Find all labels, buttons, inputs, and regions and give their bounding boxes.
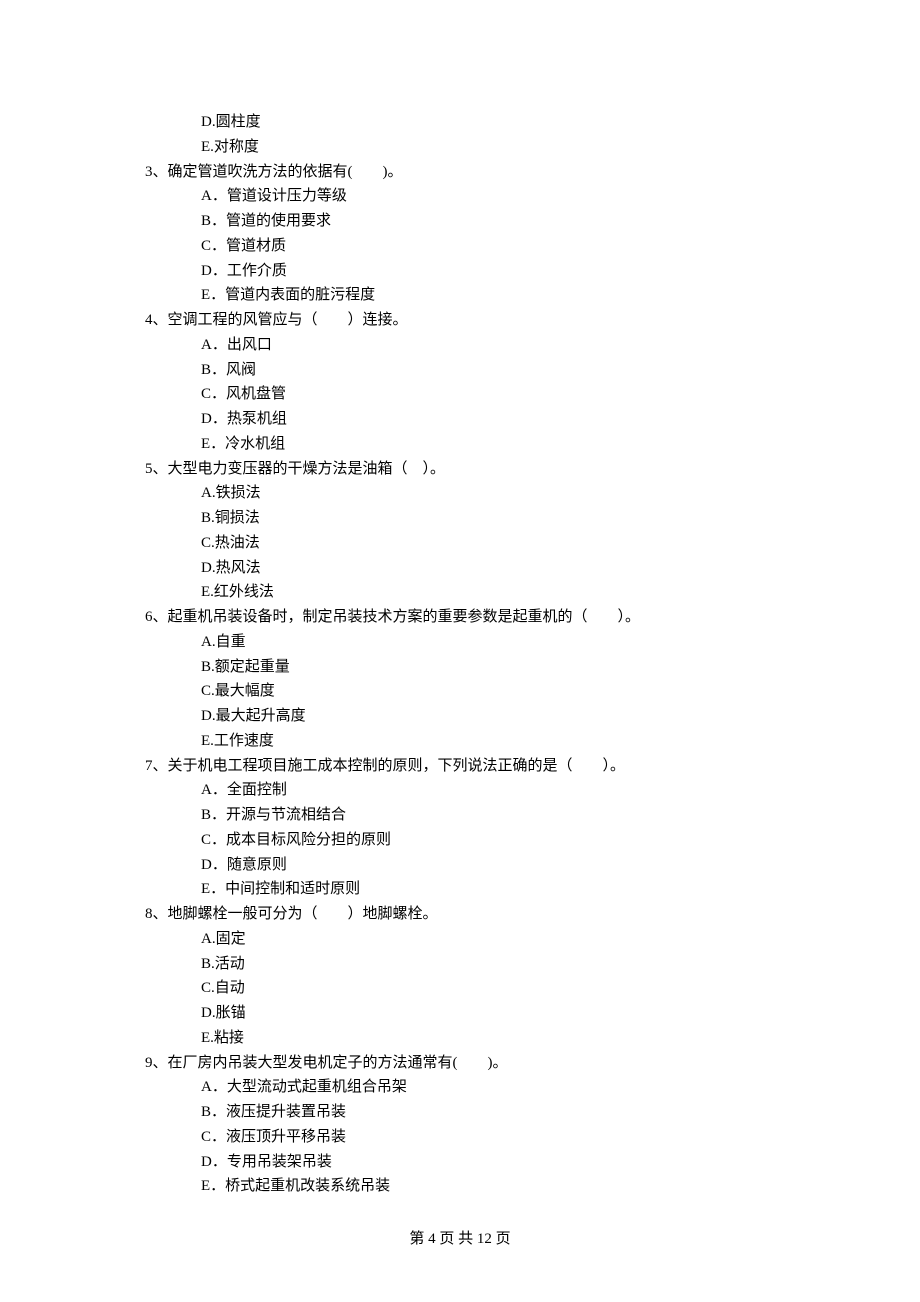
question-number: 5、 bbox=[145, 461, 168, 477]
option: A.固定 bbox=[145, 927, 775, 952]
option: C.热油法 bbox=[145, 531, 775, 556]
option: D．工作介质 bbox=[145, 259, 775, 284]
option: A．出风口 bbox=[145, 333, 775, 358]
option: B．管道的使用要求 bbox=[145, 209, 775, 234]
option: E.红外线法 bbox=[145, 580, 775, 605]
question-number: 7、 bbox=[145, 758, 168, 774]
question-stem: 起重机吊装设备时，制定吊装技术方案的重要参数是起重机的（ ）。 bbox=[168, 609, 641, 625]
option: E.粘接 bbox=[145, 1026, 775, 1051]
question-number: 4、 bbox=[145, 312, 168, 328]
orphan-option: D.圆柱度 bbox=[145, 110, 775, 135]
option: C．液压顶升平移吊装 bbox=[145, 1125, 775, 1150]
option: D.胀锚 bbox=[145, 1001, 775, 1026]
option: B．开源与节流相结合 bbox=[145, 803, 775, 828]
option: E．中间控制和适时原则 bbox=[145, 877, 775, 902]
question-stem: 地脚螺栓一般可分为（ ）地脚螺栓。 bbox=[168, 906, 438, 922]
question-stem: 确定管道吹洗方法的依据有( )。 bbox=[168, 164, 403, 180]
option: C.自动 bbox=[145, 976, 775, 1001]
option: E．冷水机组 bbox=[145, 432, 775, 457]
option: B．风阀 bbox=[145, 358, 775, 383]
option: C．成本目标风险分担的原则 bbox=[145, 828, 775, 853]
question-4: 4、空调工程的风管应与（ ）连接。 bbox=[145, 308, 775, 333]
option: A．全面控制 bbox=[145, 778, 775, 803]
question-7: 7、关于机电工程项目施工成本控制的原则，下列说法正确的是（ ）。 bbox=[145, 754, 775, 779]
question-3: 3、确定管道吹洗方法的依据有( )。 bbox=[145, 160, 775, 185]
option: E．桥式起重机改装系统吊装 bbox=[145, 1174, 775, 1199]
option: B.活动 bbox=[145, 952, 775, 977]
option: C．风机盘管 bbox=[145, 382, 775, 407]
question-5: 5、大型电力变压器的干燥方法是油箱（ ）。 bbox=[145, 457, 775, 482]
option: E.工作速度 bbox=[145, 729, 775, 754]
option: D.最大起升高度 bbox=[145, 704, 775, 729]
question-stem: 关于机电工程项目施工成本控制的原则，下列说法正确的是（ ）。 bbox=[168, 758, 626, 774]
option: D．热泵机组 bbox=[145, 407, 775, 432]
question-stem: 在厂房内吊装大型发电机定子的方法通常有( )。 bbox=[168, 1055, 508, 1071]
option: A．大型流动式起重机组合吊架 bbox=[145, 1075, 775, 1100]
question-8: 8、地脚螺栓一般可分为（ ）地脚螺栓。 bbox=[145, 902, 775, 927]
option: D．专用吊装架吊装 bbox=[145, 1150, 775, 1175]
option: B.额定起重量 bbox=[145, 655, 775, 680]
option: D．随意原则 bbox=[145, 853, 775, 878]
question-number: 6、 bbox=[145, 609, 168, 625]
page-footer: 第 4 页 共 12 页 bbox=[0, 1227, 920, 1252]
question-stem: 大型电力变压器的干燥方法是油箱（ ）。 bbox=[168, 461, 446, 477]
option: B．液压提升装置吊装 bbox=[145, 1100, 775, 1125]
question-number: 8、 bbox=[145, 906, 168, 922]
option: A.铁损法 bbox=[145, 481, 775, 506]
option: A．管道设计压力等级 bbox=[145, 184, 775, 209]
option: A.自重 bbox=[145, 630, 775, 655]
option: C.最大幅度 bbox=[145, 679, 775, 704]
option: D.热风法 bbox=[145, 556, 775, 581]
page-container: D.圆柱度 E.对称度 3、确定管道吹洗方法的依据有( )。 A．管道设计压力等… bbox=[0, 0, 920, 1302]
question-6: 6、起重机吊装设备时，制定吊装技术方案的重要参数是起重机的（ ）。 bbox=[145, 605, 775, 630]
question-number: 9、 bbox=[145, 1055, 168, 1071]
question-number: 3、 bbox=[145, 164, 168, 180]
option: E．管道内表面的脏污程度 bbox=[145, 283, 775, 308]
option: C．管道材质 bbox=[145, 234, 775, 259]
orphan-option: E.对称度 bbox=[145, 135, 775, 160]
option: B.铜损法 bbox=[145, 506, 775, 531]
question-stem: 空调工程的风管应与（ ）连接。 bbox=[168, 312, 408, 328]
question-9: 9、在厂房内吊装大型发电机定子的方法通常有( )。 bbox=[145, 1051, 775, 1076]
